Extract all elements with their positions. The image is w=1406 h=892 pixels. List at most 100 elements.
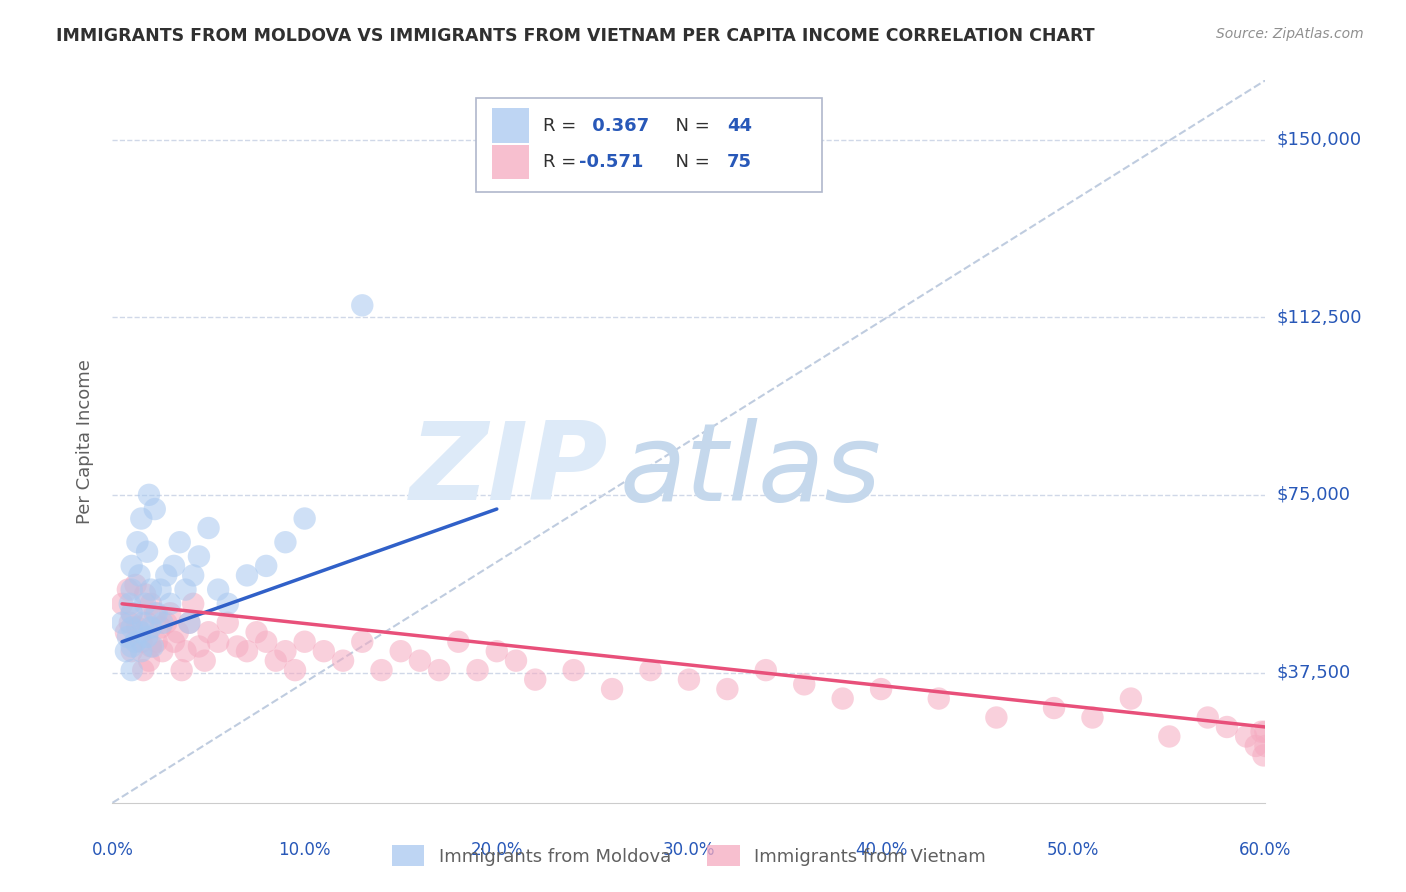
Point — [124, 578, 146, 592]
Point — [145, 634, 167, 648]
Point — [155, 615, 177, 630]
Point — [139, 640, 162, 654]
Point — [447, 634, 470, 648]
Point — [136, 630, 159, 644]
Point — [121, 620, 143, 634]
Point — [1081, 710, 1104, 724]
Text: ZIP: ZIP — [411, 417, 609, 524]
Point — [1119, 691, 1142, 706]
Point — [197, 625, 219, 640]
Text: $150,000: $150,000 — [1277, 130, 1361, 148]
Text: 44: 44 — [727, 117, 752, 135]
Point — [111, 615, 134, 630]
Point — [188, 640, 211, 654]
Text: atlas: atlas — [620, 418, 882, 523]
Point — [121, 663, 143, 677]
Point — [793, 677, 815, 691]
Point — [1197, 710, 1219, 724]
Point — [312, 644, 335, 658]
Point — [163, 634, 186, 648]
Point — [149, 620, 172, 634]
Point — [136, 615, 159, 630]
Text: R =: R = — [543, 153, 582, 171]
Point — [134, 587, 156, 601]
Point — [226, 640, 249, 654]
Point — [640, 663, 662, 677]
Point — [254, 558, 277, 573]
Point — [127, 535, 149, 549]
Point — [115, 625, 138, 640]
Point — [188, 549, 211, 564]
Text: Source: ZipAtlas.com: Source: ZipAtlas.com — [1216, 27, 1364, 41]
Point — [207, 634, 229, 648]
Point — [179, 615, 201, 630]
Text: IMMIGRANTS FROM MOLDOVA VS IMMIGRANTS FROM VIETNAM PER CAPITA INCOME CORRELATION: IMMIGRANTS FROM MOLDOVA VS IMMIGRANTS FR… — [56, 27, 1095, 45]
Point — [124, 634, 146, 648]
Point — [928, 691, 950, 706]
Point — [1250, 724, 1272, 739]
Point — [254, 634, 277, 648]
FancyBboxPatch shape — [492, 109, 529, 143]
Text: 0.0%: 0.0% — [91, 840, 134, 859]
Text: N =: N = — [664, 153, 716, 171]
Point — [1244, 739, 1267, 753]
Point — [121, 607, 143, 621]
Point — [149, 582, 172, 597]
Point — [236, 568, 259, 582]
Text: 60.0%: 60.0% — [1239, 840, 1292, 859]
Point — [118, 597, 141, 611]
Text: 30.0%: 30.0% — [662, 840, 716, 859]
Point — [139, 620, 162, 634]
Legend: Immigrants from Moldova, Immigrants from Vietnam: Immigrants from Moldova, Immigrants from… — [385, 838, 993, 873]
Point — [129, 625, 153, 640]
Point — [467, 663, 489, 677]
Point — [174, 644, 197, 658]
Point — [163, 558, 186, 573]
Point — [134, 597, 156, 611]
FancyBboxPatch shape — [475, 98, 821, 193]
Point — [274, 535, 297, 549]
Point — [485, 644, 508, 658]
Point — [389, 644, 412, 658]
Point — [174, 582, 197, 597]
Point — [118, 615, 141, 630]
Point — [524, 673, 547, 687]
Point — [1254, 739, 1277, 753]
Point — [352, 634, 374, 648]
Point — [138, 488, 160, 502]
Text: 75: 75 — [727, 153, 752, 171]
Point — [1253, 748, 1275, 763]
Point — [246, 625, 269, 640]
Point — [169, 535, 191, 549]
Point — [600, 682, 623, 697]
Text: -0.571: -0.571 — [579, 153, 644, 171]
Point — [217, 615, 239, 630]
Point — [166, 625, 188, 640]
Point — [1254, 724, 1277, 739]
Point — [152, 644, 174, 658]
Point — [207, 582, 229, 597]
Point — [332, 654, 354, 668]
Point — [1234, 730, 1257, 744]
Point — [197, 521, 219, 535]
Point — [294, 634, 316, 648]
Text: 0.367: 0.367 — [586, 117, 650, 135]
Point — [121, 607, 143, 621]
Point — [274, 644, 297, 658]
Text: $75,000: $75,000 — [1277, 486, 1351, 504]
Point — [870, 682, 893, 697]
Point — [129, 511, 153, 525]
FancyBboxPatch shape — [492, 145, 529, 179]
Point — [129, 644, 153, 658]
Point — [294, 511, 316, 525]
Point — [179, 615, 201, 630]
Point — [136, 544, 159, 558]
Point — [170, 663, 193, 677]
Text: $112,500: $112,500 — [1277, 308, 1362, 326]
Point — [132, 663, 155, 677]
Text: N =: N = — [664, 117, 716, 135]
Point — [117, 630, 139, 644]
Text: R =: R = — [543, 117, 582, 135]
Point — [562, 663, 585, 677]
Point — [352, 298, 374, 312]
